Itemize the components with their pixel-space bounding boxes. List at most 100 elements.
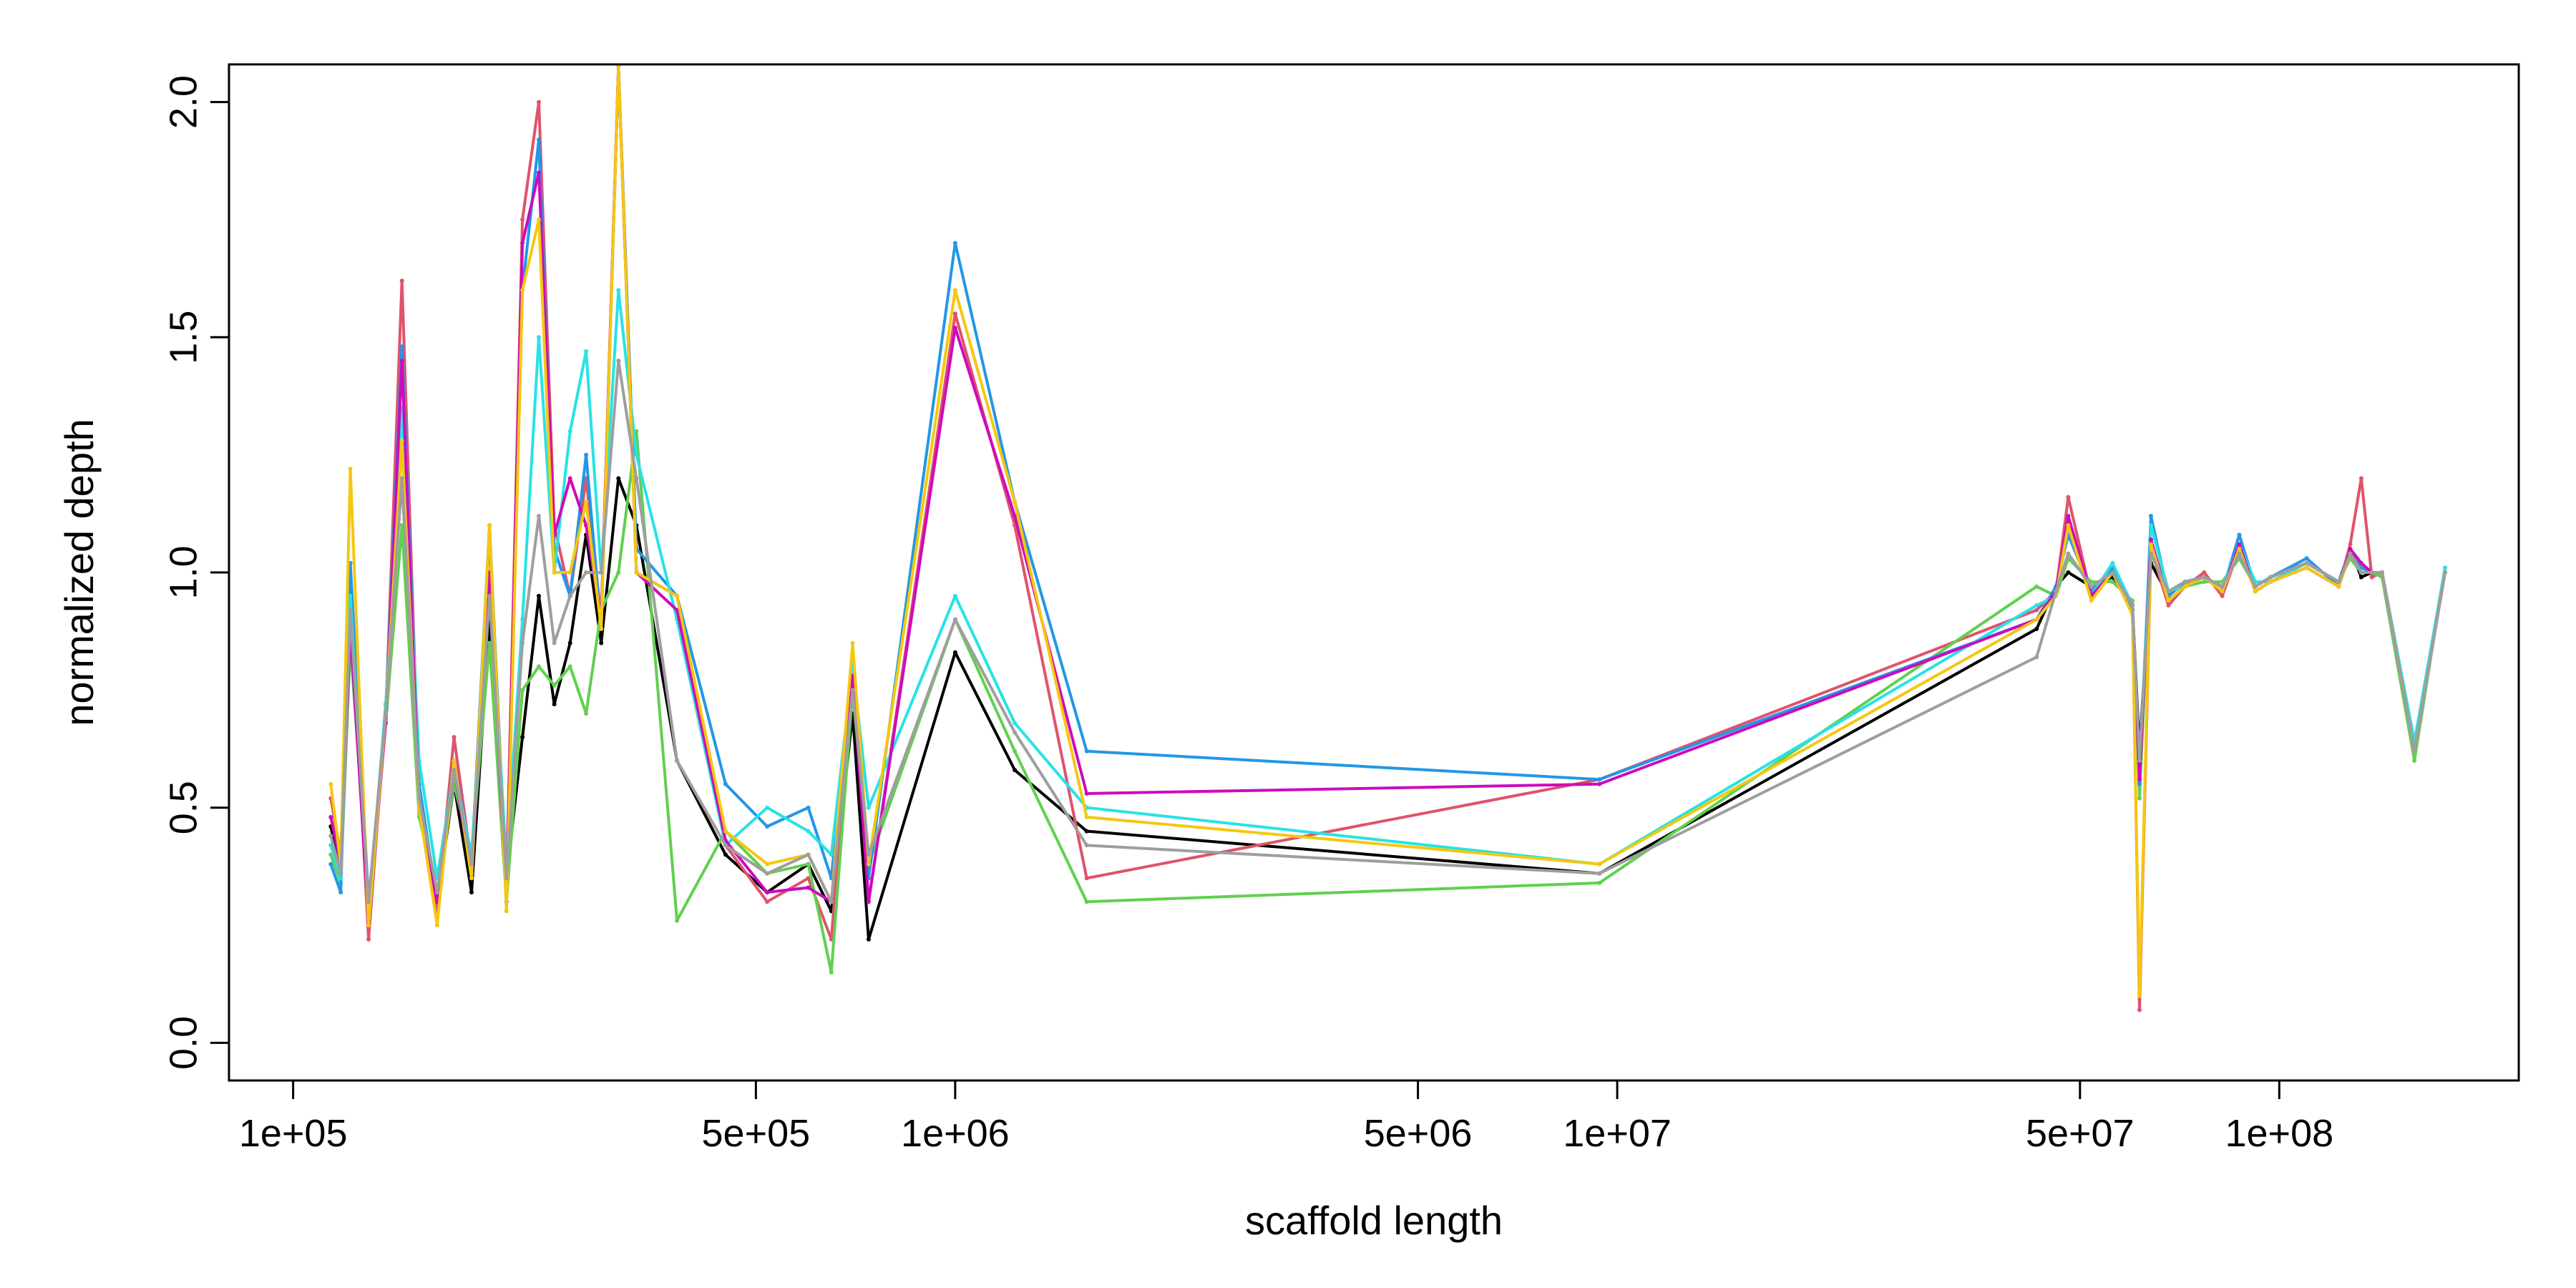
y-tick-label-4: 2.0: [162, 75, 205, 129]
series-5-point-5: [399, 358, 404, 364]
series-7-point-12: [520, 640, 525, 645]
series-7-point-1: [338, 871, 343, 876]
series-6-point-11: [504, 909, 509, 914]
series-7-point-20: [675, 758, 680, 763]
series-6-point-38: [2149, 542, 2153, 547]
series-6-point-26: [866, 862, 871, 867]
series-5-point-12: [520, 240, 525, 245]
series-5-point-13: [537, 170, 541, 175]
series-5-point-16: [584, 523, 589, 528]
series-3-point-23: [806, 805, 811, 810]
series-5-point-37: [2137, 777, 2142, 782]
series-6-point-25: [850, 640, 855, 645]
series-6-point-39: [2166, 598, 2171, 603]
plot-frame: [228, 63, 2520, 1082]
series-7-point-2: [348, 608, 353, 613]
series-4-point-38: [2149, 523, 2153, 528]
series-4-point-27: [952, 593, 957, 598]
series-2-point-24: [829, 970, 834, 975]
series-7-point-9: [469, 862, 474, 867]
series-4-point-28: [1013, 721, 1018, 726]
series-7-point-49: [2358, 570, 2363, 575]
series-1-point-29: [1084, 876, 1089, 881]
series-7-point-21: [723, 843, 728, 848]
series-7-point-34: [2089, 584, 2094, 589]
series-7-point-36: [2130, 603, 2135, 608]
series-4-point-35: [2110, 560, 2115, 565]
series-7-point-10: [487, 593, 492, 598]
series-2-point-28: [1013, 748, 1018, 753]
series-3-point-1: [338, 890, 343, 894]
series-3-point-30: [1597, 777, 1602, 782]
series-6-point-33: [2066, 523, 2071, 528]
series-2-point-29: [1084, 899, 1089, 904]
series-7-point-22: [765, 871, 770, 876]
series-6-point-9: [469, 876, 474, 881]
series-4-point-15: [567, 429, 572, 434]
series-7-point-35: [2110, 570, 2115, 575]
series-1-point-31: [2034, 608, 2039, 613]
series-2-point-18: [616, 570, 621, 575]
series-2-point-20: [675, 918, 680, 923]
series-1-point-42: [2220, 593, 2225, 598]
series-0-point-17: [599, 640, 604, 645]
x-tick-label-1: 5e+05: [702, 1112, 811, 1155]
series-2-point-37: [2137, 796, 2142, 801]
series-7-point-3: [366, 899, 371, 904]
series-2-point-30: [1597, 880, 1602, 885]
series-7-point-15: [567, 593, 572, 598]
x-tick-label-2: 1e+06: [901, 1112, 1010, 1155]
series-2-point-14: [552, 683, 557, 688]
series-7-point-14: [552, 640, 557, 645]
series-6-point-2: [348, 467, 353, 472]
series-7-point-40: [2182, 580, 2187, 585]
series-6-point-44: [2253, 589, 2258, 594]
series-2-point-16: [584, 711, 589, 716]
series-2-point-31: [2034, 584, 2039, 589]
series-7-point-8: [452, 768, 457, 773]
series-2-point-12: [520, 688, 525, 693]
series-0-point-18: [616, 476, 621, 481]
series-6-point-20: [675, 593, 680, 598]
series-1-point-49: [2358, 476, 2363, 481]
series-4-point-2: [348, 593, 353, 598]
series-1-point-8: [452, 735, 457, 740]
series-7-point-47: [2336, 580, 2341, 585]
series-5-point-48: [2348, 547, 2353, 552]
series-7-point-5: [399, 476, 404, 481]
series-1-point-27: [952, 311, 957, 316]
series-7-point-16: [584, 570, 589, 575]
series-7-point-48: [2348, 551, 2353, 556]
series-1-point-33: [2066, 494, 2071, 499]
series-6-point-31: [2034, 617, 2039, 622]
series-6-point-14: [552, 570, 557, 575]
series-1-point-22: [765, 899, 770, 904]
series-7-point-46: [2304, 560, 2309, 565]
x-tick-label-3: 5e+06: [1364, 1112, 1473, 1155]
series-6-point-30: [1597, 862, 1602, 867]
series-7-point-52: [2412, 748, 2417, 753]
series-layer: [328, 64, 2447, 1013]
series-7-point-41: [2202, 575, 2207, 580]
series-6-point-13: [537, 217, 541, 222]
series-7-point-26: [866, 852, 871, 857]
series-1-point-39: [2166, 603, 2171, 608]
series-1-point-48: [2348, 542, 2353, 547]
series-5-point-30: [1597, 781, 1602, 786]
series-4-point-19: [634, 452, 639, 457]
y-tick-label-3: 1.5: [162, 311, 205, 364]
series-2-point-15: [567, 664, 572, 669]
series-2-point-13: [537, 664, 541, 669]
series-6-point-12: [520, 288, 525, 293]
series-6-point-17: [599, 626, 604, 631]
series-6-point-5: [399, 438, 404, 443]
series-3-point-16: [584, 452, 589, 457]
series-6-point-10: [487, 523, 492, 528]
series-4-point-53: [2443, 565, 2447, 570]
series-6-point-21: [723, 829, 728, 834]
series-0-point-28: [1013, 768, 1018, 773]
series-6-point-47: [2336, 584, 2341, 589]
series-6-point-27: [952, 288, 957, 293]
series-1-point-50: [2369, 575, 2374, 580]
